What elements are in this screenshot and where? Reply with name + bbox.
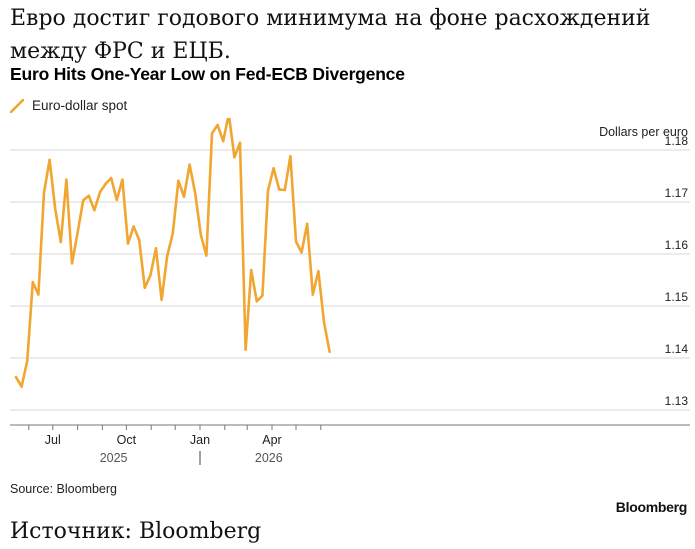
data-point <box>132 225 135 228</box>
data-point <box>261 294 264 297</box>
data-point <box>149 274 152 277</box>
data-point <box>54 207 57 210</box>
data-point <box>311 293 314 296</box>
data-point <box>328 350 331 353</box>
data-point <box>199 233 202 236</box>
x-axis: Jul Oct Jan Apr 2025 2026 <box>10 424 690 465</box>
data-point <box>166 254 169 258</box>
data-point <box>255 300 258 303</box>
data-point <box>272 167 275 170</box>
data-point <box>121 178 124 181</box>
y-axis-ticks: 1.13 1.14 1.15 1.16 1.17 1.18 <box>665 134 689 408</box>
data-point <box>188 163 191 166</box>
chart-title: Euro Hits One-Year Low on Fed-ECB Diverg… <box>10 64 405 84</box>
data-point <box>238 141 242 144</box>
data-point <box>14 376 18 379</box>
y-tick-label: 1.17 <box>665 186 689 200</box>
legend-label: Euro-dollar spot <box>32 98 128 113</box>
data-point <box>98 190 102 194</box>
series <box>14 118 331 388</box>
data-point <box>194 191 197 195</box>
data-point <box>126 242 130 245</box>
source-ru: Источник: Bloomberg <box>10 519 262 544</box>
data-point <box>154 247 158 250</box>
data-point <box>306 222 309 226</box>
data-point <box>222 139 225 143</box>
data-point <box>205 254 208 257</box>
series-line-euro-dollar-spot <box>14 118 331 388</box>
data-point <box>42 191 46 194</box>
data-point <box>322 320 326 324</box>
y-tick-label: 1.13 <box>665 394 689 408</box>
x-tick-label: Jul <box>45 433 61 447</box>
data-point <box>244 348 247 351</box>
data-point <box>82 199 85 202</box>
data-point <box>143 286 146 289</box>
data-point <box>138 238 141 242</box>
data-point <box>65 178 68 181</box>
data-point <box>20 385 23 388</box>
grid <box>10 149 690 411</box>
data-point <box>48 158 51 162</box>
source-note: Source: Bloomberg <box>10 482 118 496</box>
data-point <box>70 262 74 265</box>
data-point <box>278 188 281 191</box>
data-point <box>37 293 40 296</box>
y-tick-label: 1.18 <box>665 134 689 148</box>
data-point <box>93 209 96 212</box>
y-axis-label: Dollars per euro <box>599 125 688 139</box>
x-tick-label: Apr <box>262 433 281 447</box>
y-tick-label: 1.14 <box>665 342 689 356</box>
data-point <box>87 194 91 197</box>
y-tick-label: 1.16 <box>665 238 689 252</box>
data-point <box>210 132 214 135</box>
data-point <box>266 189 270 192</box>
data-point <box>289 155 292 158</box>
x-year-label: 2025 <box>100 451 128 465</box>
data-point <box>171 232 174 235</box>
data-point <box>26 359 29 363</box>
data-point <box>250 268 253 272</box>
headline-ru: Евро достиг годового минимума на фоне ра… <box>10 6 651 64</box>
data-point <box>31 280 34 284</box>
bloomberg-logo: Bloomberg <box>615 499 688 515</box>
data-point <box>283 188 286 192</box>
data-point <box>177 179 180 182</box>
data-point <box>300 251 303 254</box>
data-point <box>182 195 186 198</box>
data-point <box>216 123 219 127</box>
data-point <box>104 182 107 185</box>
y-tick-label: 1.15 <box>665 290 689 304</box>
x-tick-label: Oct <box>117 433 137 447</box>
data-point <box>115 198 119 202</box>
data-point <box>160 298 163 301</box>
x-year-label: 2026 <box>255 451 283 465</box>
legend: Euro-dollar spot <box>10 98 127 113</box>
data-point <box>76 231 79 234</box>
data-point <box>233 156 236 159</box>
legend-line-icon <box>10 98 24 113</box>
x-tick-label: Jan <box>190 433 210 447</box>
data-point <box>110 176 113 180</box>
data-point <box>317 269 320 273</box>
data-point <box>294 240 298 243</box>
line-chart: 1.13 1.14 1.15 1.16 1.17 1.18 Jul Oct Jan Apr 202… <box>10 118 690 465</box>
data-point <box>59 240 62 244</box>
